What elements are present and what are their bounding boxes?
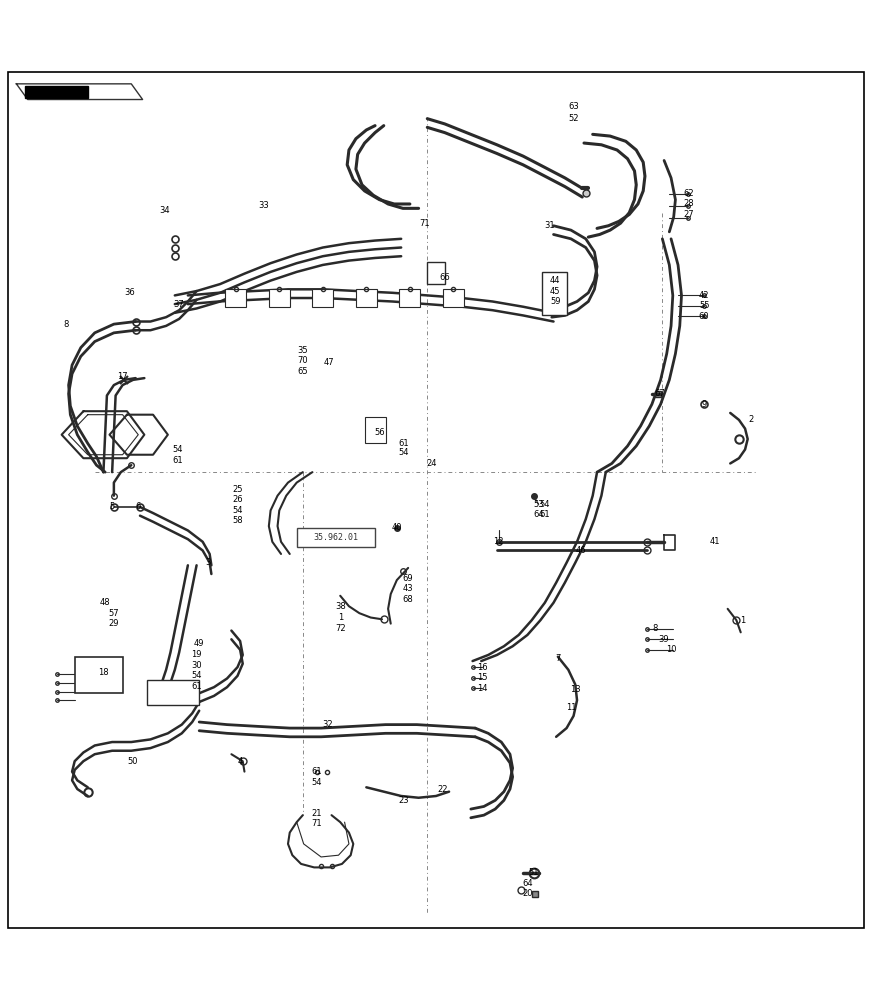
Text: 7: 7 — [555, 654, 561, 663]
Text: 70: 70 — [297, 356, 308, 365]
Text: 64: 64 — [522, 879, 533, 888]
Text: 18: 18 — [99, 668, 109, 677]
Bar — [269, 289, 290, 307]
Text: 34: 34 — [159, 206, 170, 215]
Text: 35.962.01: 35.962.01 — [313, 533, 358, 542]
Text: 61: 61 — [399, 439, 409, 448]
Text: 10: 10 — [666, 645, 677, 654]
Text: 61: 61 — [311, 767, 322, 776]
Text: 71: 71 — [419, 219, 430, 228]
Text: 2: 2 — [748, 415, 753, 424]
Text: 5: 5 — [110, 502, 115, 511]
Text: 12: 12 — [494, 537, 504, 546]
Bar — [443, 289, 464, 307]
Bar — [312, 289, 333, 307]
Text: 21: 21 — [311, 809, 322, 818]
Text: 1: 1 — [337, 613, 343, 622]
Text: 54: 54 — [191, 671, 201, 680]
Text: 33: 33 — [258, 201, 269, 210]
Text: 61: 61 — [172, 456, 183, 465]
Text: 16: 16 — [477, 663, 487, 672]
Text: 54: 54 — [311, 778, 322, 787]
Text: 53: 53 — [534, 500, 544, 509]
Text: 64: 64 — [534, 510, 544, 519]
Text: 8: 8 — [653, 624, 658, 633]
Text: 11: 11 — [566, 703, 576, 712]
Text: 62: 62 — [683, 189, 694, 198]
Text: 45: 45 — [550, 287, 561, 296]
Bar — [542, 272, 567, 315]
Text: 72: 72 — [335, 624, 345, 633]
Text: 61: 61 — [191, 682, 202, 691]
Text: 24: 24 — [426, 459, 437, 468]
Bar — [225, 289, 246, 307]
Text: 8: 8 — [64, 320, 69, 329]
Text: 65: 65 — [297, 367, 308, 376]
Text: 55: 55 — [698, 301, 710, 310]
Bar — [147, 680, 199, 705]
Text: 1: 1 — [739, 616, 745, 625]
Text: 37: 37 — [174, 300, 185, 309]
Text: 43: 43 — [403, 584, 413, 593]
Bar — [427, 262, 445, 284]
Text: 23: 23 — [399, 796, 409, 805]
Text: 52: 52 — [569, 114, 579, 123]
Text: 29: 29 — [109, 619, 119, 628]
Text: 69: 69 — [403, 574, 413, 583]
Text: 47: 47 — [324, 358, 334, 367]
Text: 63: 63 — [569, 102, 579, 111]
Text: 54: 54 — [399, 448, 409, 457]
Text: 30: 30 — [191, 661, 202, 670]
Text: 38: 38 — [335, 602, 345, 611]
Text: 42: 42 — [698, 291, 710, 300]
Text: 66: 66 — [439, 273, 450, 282]
Text: 41: 41 — [709, 537, 720, 546]
Text: 54: 54 — [232, 506, 242, 515]
Text: 14: 14 — [477, 684, 487, 693]
Text: 25: 25 — [232, 485, 242, 494]
Bar — [364, 417, 386, 443]
Text: 54: 54 — [172, 445, 182, 454]
Text: 39: 39 — [658, 635, 670, 644]
Text: 6: 6 — [135, 502, 141, 511]
Text: 71: 71 — [311, 819, 322, 828]
Text: 60: 60 — [698, 312, 710, 321]
Text: 68: 68 — [403, 595, 413, 604]
Text: 48: 48 — [100, 598, 111, 607]
Text: 15: 15 — [477, 673, 487, 682]
Polygon shape — [25, 86, 88, 98]
Text: 20: 20 — [522, 889, 533, 898]
Text: 36: 36 — [124, 288, 135, 297]
Text: 27: 27 — [683, 210, 694, 219]
Text: 32: 32 — [322, 720, 332, 729]
Text: 40: 40 — [392, 523, 402, 532]
Text: 59: 59 — [550, 297, 561, 306]
Text: 54: 54 — [540, 500, 550, 509]
Bar — [296, 528, 375, 547]
Text: 51: 51 — [528, 868, 539, 877]
Text: 22: 22 — [438, 785, 448, 794]
Text: 13: 13 — [570, 685, 581, 694]
Text: 57: 57 — [108, 609, 119, 618]
Text: 28: 28 — [683, 199, 694, 208]
Text: 9: 9 — [701, 400, 707, 409]
Text: 44: 44 — [550, 276, 561, 285]
Text: 35: 35 — [297, 346, 308, 355]
Text: 19: 19 — [191, 650, 201, 659]
Text: 31: 31 — [544, 221, 555, 230]
Text: 49: 49 — [194, 639, 204, 648]
Text: 3: 3 — [205, 558, 210, 567]
Text: 46: 46 — [576, 546, 587, 555]
Bar — [356, 289, 377, 307]
Text: 58: 58 — [232, 516, 242, 525]
Text: 17: 17 — [117, 372, 128, 381]
Text: 26: 26 — [232, 495, 242, 504]
Text: 4: 4 — [237, 757, 242, 766]
Text: 56: 56 — [374, 428, 385, 437]
Text: 61: 61 — [540, 510, 550, 519]
Bar — [75, 657, 123, 693]
Bar — [399, 289, 420, 307]
Text: 50: 50 — [128, 757, 139, 766]
Text: 67: 67 — [654, 389, 665, 398]
